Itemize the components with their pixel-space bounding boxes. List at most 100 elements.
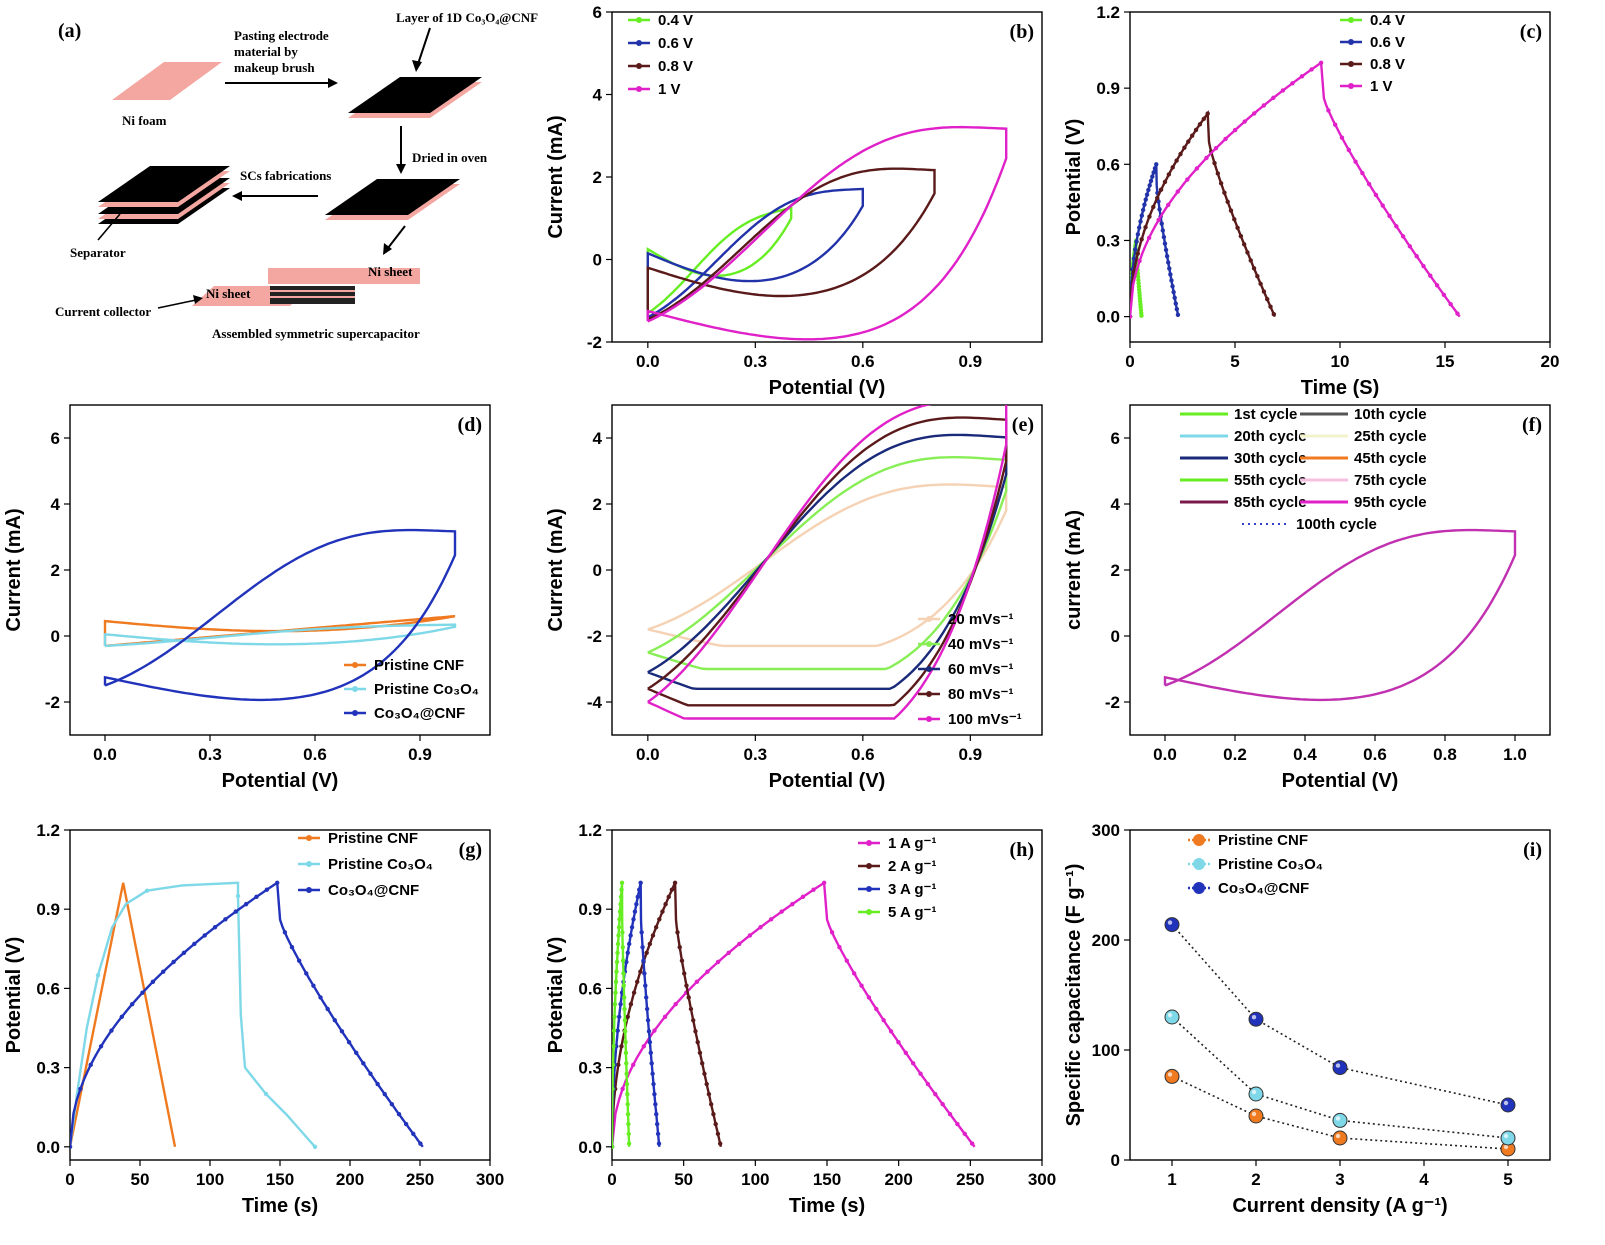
data-point (647, 1039, 653, 1045)
y-tick-label: 0.9 (36, 900, 60, 919)
y-axis-label: Current (mA) (3, 508, 25, 631)
data-point (1140, 207, 1146, 213)
series-line (612, 882, 661, 1147)
legend-entry: Co₃O₄@CNF (1218, 880, 1309, 897)
y-tick-label: 0 (1111, 627, 1120, 646)
data-point (403, 1121, 409, 1127)
data-point (675, 930, 680, 935)
x-tick-label: 50 (131, 1170, 150, 1189)
data-point (1242, 119, 1247, 124)
x-tick-label: 0.0 (93, 745, 117, 764)
legend-entry: 100th cycle (1296, 516, 1377, 533)
legend-entry: Pristine Co₃O₄ (374, 681, 479, 698)
data-point (652, 1091, 657, 1097)
x-tick-label: 5 (1503, 1170, 1512, 1189)
data-point (620, 930, 625, 935)
pasting-line-3: makeup brush (234, 60, 315, 75)
data-point (940, 1102, 945, 1107)
current-collector-text: Current collector (55, 304, 151, 319)
data-point (614, 959, 620, 965)
data-point (1134, 239, 1139, 244)
data-point (662, 1014, 668, 1019)
data-point (1174, 306, 1180, 312)
legend-entry: Pristine Co₃O₄ (1218, 856, 1323, 873)
chart-d: 0.0 0.3 0.6 0.9 -2 0 2 4 6 Potential (V) Current (… (3, 404, 491, 792)
data-point (715, 1131, 721, 1137)
data-point (418, 1141, 423, 1146)
legend-entry: 40 mVs⁻¹ (948, 636, 1013, 653)
data-point (1366, 181, 1372, 187)
x-tick-label: 0.0 (636, 745, 660, 764)
x-tick-label: 150 (266, 1170, 294, 1189)
y-tick-label: 6 (51, 429, 60, 448)
plot-area (1163, 528, 1517, 702)
arrow-layer-head (412, 60, 422, 72)
data-point (1309, 67, 1314, 72)
panel-a-label: (a) (58, 20, 81, 42)
plot-frame (1129, 404, 1551, 736)
data-point (1164, 917, 1180, 933)
legend-entry: Pristine CNF (1218, 832, 1308, 849)
legend-entry: 20 mVs⁻¹ (948, 611, 1013, 628)
plot-frame (1129, 11, 1551, 343)
data-point (1332, 1060, 1348, 1076)
data-point (1194, 166, 1200, 171)
data-point (1131, 256, 1137, 261)
series-line (612, 880, 976, 1148)
x-tick-label: 50 (674, 1170, 693, 1189)
data-point (1441, 292, 1447, 297)
data-point (632, 909, 638, 914)
data-point-highlight (1167, 1012, 1173, 1018)
coated-electrode-layer (348, 77, 482, 113)
data-point (1143, 197, 1148, 202)
data-point (1280, 88, 1286, 93)
legend-marker (1348, 39, 1354, 45)
data-point (1299, 74, 1305, 79)
data-point (844, 958, 850, 963)
plot-frame (611, 829, 1043, 1161)
data-point (1150, 174, 1155, 179)
data-point (1235, 225, 1240, 230)
data-point (1407, 244, 1413, 249)
data-point (622, 1018, 628, 1023)
arrow-scs-head (232, 191, 242, 201)
x-axis-label: Potential (V) (222, 770, 339, 792)
data-point (646, 1029, 652, 1034)
series-line (70, 881, 316, 1148)
data-point (1205, 111, 1210, 116)
data-point (621, 995, 627, 1000)
data-point (644, 995, 649, 1000)
panel-label: (h) (1010, 839, 1034, 861)
data-point (650, 1071, 655, 1076)
data-point (1151, 170, 1156, 175)
data-point (1204, 155, 1209, 161)
legend-marker (636, 86, 642, 92)
plot-area (647, 405, 1008, 720)
data-point (612, 1014, 617, 1019)
legend-entry: 25th cycle (1354, 428, 1427, 445)
data-point (140, 990, 145, 995)
y-tick-label: 0 (1111, 1151, 1120, 1170)
data-point (1136, 225, 1142, 230)
data-point (1171, 289, 1176, 295)
y-tick-label: 0 (593, 251, 602, 270)
data-point (1130, 314, 1133, 319)
series-line (1171, 924, 1509, 1106)
legend-marker (866, 886, 872, 892)
chart-g: 0 50 100 150 200 250 300 0.0 0.3 0.6 0.9 1.2 Time (s… (3, 821, 504, 1217)
legend-marker (926, 641, 932, 647)
data-point (631, 917, 636, 922)
data-point (1248, 1011, 1264, 1027)
legend-marker (926, 666, 932, 672)
legend-marker (1193, 858, 1205, 870)
chart-f: 0.0 0.2 0.4 0.6 0.8 1.0 -2 0 2 4 6 Potential (V) cur… (1063, 404, 1551, 792)
plot-area (1130, 60, 1461, 319)
data-point (649, 1061, 654, 1066)
data-point (700, 1061, 705, 1066)
data-point (903, 1050, 909, 1056)
data-point (1164, 254, 1170, 259)
data-point (618, 901, 623, 907)
legend-entry: 0.6 V (1370, 34, 1405, 51)
data-point (1139, 237, 1144, 242)
